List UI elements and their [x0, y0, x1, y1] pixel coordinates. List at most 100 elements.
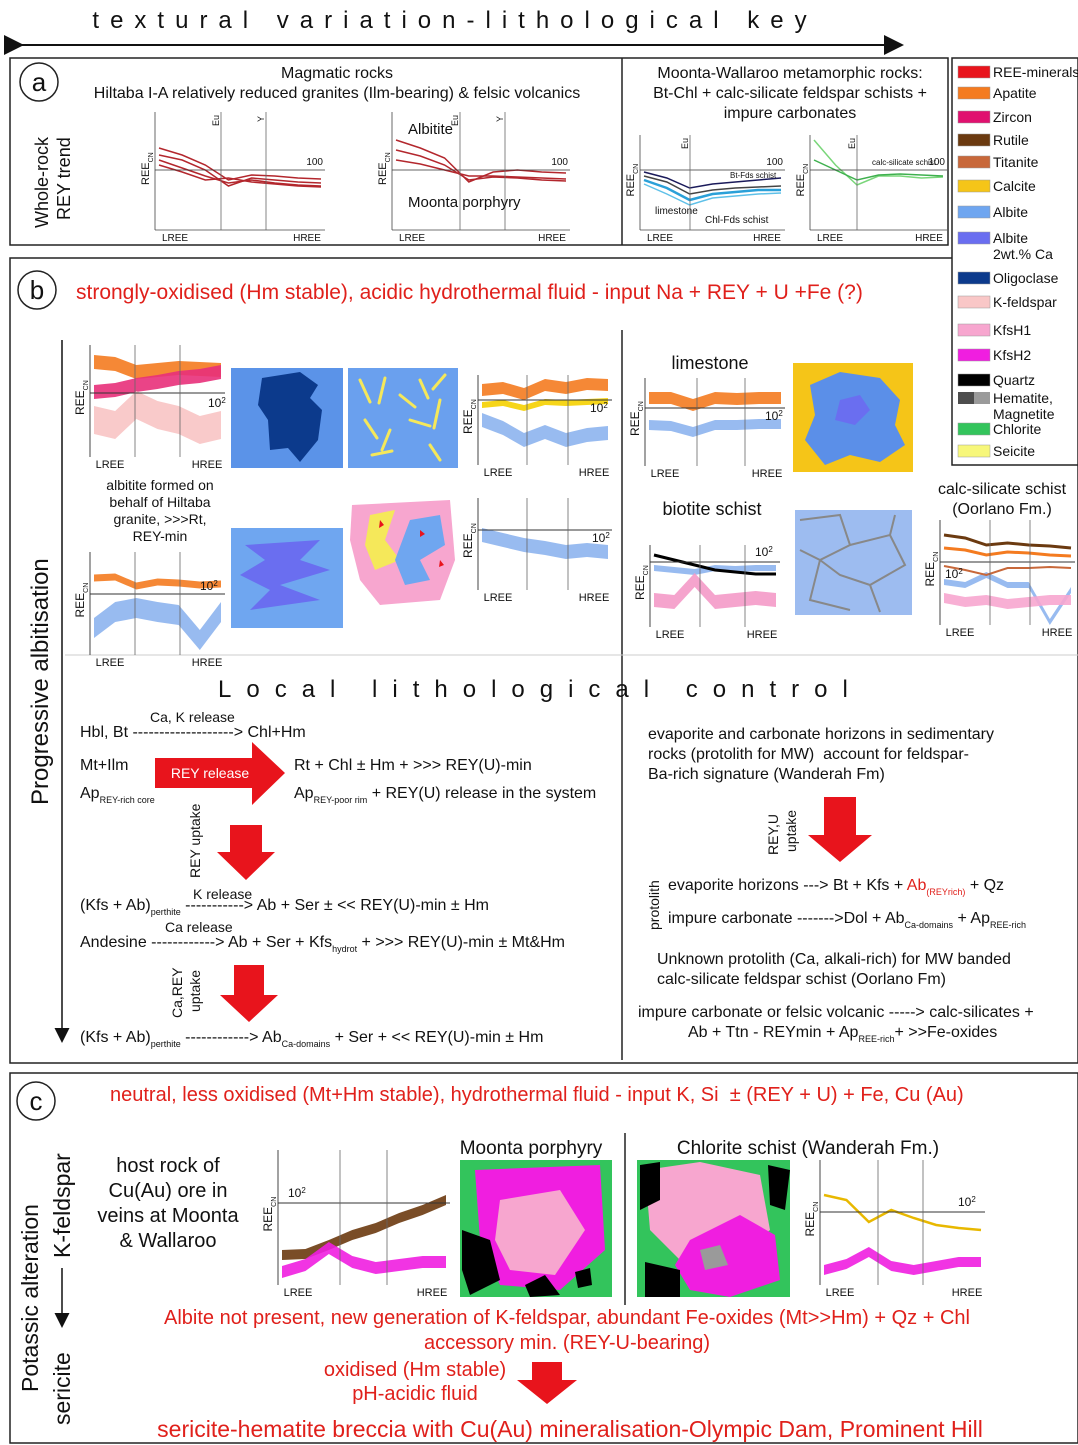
text-part: CN [633, 164, 640, 174]
axis-label: LREE [96, 459, 125, 471]
text-part: 10 [945, 567, 959, 581]
reaction: (Kfs + Ab)perthite -----------> Ab + Ser… [80, 897, 489, 917]
chart-label: calc-silicate schist [872, 158, 937, 167]
text-part: 2 [301, 1186, 306, 1195]
red-arrow [217, 825, 275, 880]
caption: host rock of [116, 1155, 220, 1177]
legend-label: Quartz [993, 372, 1035, 388]
text-part: CN [813, 1202, 820, 1212]
mini-chart: LREE HREE REECN 102 [73, 345, 226, 471]
mini-chart: LREEHREEREECN102 [461, 498, 612, 604]
text-part: 10 [200, 579, 214, 593]
mini-chart: LREEHREEREECN100EuBt-Fds schistlimestone… [625, 135, 785, 244]
legend-label: Rutile [993, 132, 1029, 148]
axis-label: REECN [461, 399, 478, 434]
text-part: REE [377, 162, 389, 185]
trend-band [944, 593, 1071, 609]
reference-label: 102 [755, 545, 773, 560]
reference-label: 102 [958, 1195, 976, 1210]
reference-label: 100 [766, 157, 783, 168]
text-part: 2 [221, 396, 226, 405]
mini-chart: LREEHREEREECN102 [628, 378, 785, 480]
paragraph: rocks (protolith for MW) account for fel… [648, 746, 969, 763]
text-part: 2 [778, 409, 783, 418]
text-part: CN [638, 401, 645, 411]
note: oxidised (Hm stable) [324, 1359, 506, 1381]
legend-swatch [958, 392, 974, 404]
reaction: Andesine ------------> Ab + Ser + Kfshyd… [80, 934, 565, 954]
text-part: 2 [768, 545, 773, 554]
section-letter: b [30, 275, 44, 305]
legend-label: Hematite, [993, 390, 1053, 406]
section-letter: c [30, 1086, 43, 1116]
caption: Moonta porphyry [460, 1138, 603, 1159]
caption: granite, >>>Rt, [113, 511, 206, 527]
reaction: Ab + Ttn - REYmin + ApREE-rich+ >>Fe-oxi… [688, 1024, 997, 1044]
text-part: 10 [208, 396, 222, 410]
axis-label: LREE [284, 1287, 313, 1299]
text-part: 10 [288, 1186, 302, 1200]
legend-swatch [958, 134, 990, 146]
red-arrow [220, 965, 278, 1022]
label: Ca release [165, 919, 233, 935]
label: Ca,REY [169, 967, 185, 1018]
paragraph: evaporite and carbonate horizons in sedi… [648, 726, 994, 743]
note: accessory min. (REY-U-bearing) [424, 1332, 710, 1354]
text-part: CN [471, 523, 478, 533]
reaction: (Kfs + Ab)perthite ------------> AbCa-do… [80, 1029, 543, 1049]
legend-label: Titanite [993, 154, 1039, 170]
axis-label: REECN [73, 380, 90, 415]
text-part: 10 [755, 545, 769, 559]
reference-label: 102 [208, 396, 226, 411]
reaction: Hbl, Bt -------------------> Chl+Hm [80, 724, 306, 741]
axis-label: HREE [1042, 627, 1073, 639]
label: uptake [783, 810, 799, 852]
legend-swatch [958, 206, 990, 218]
trend-band [649, 419, 781, 437]
anomaly-label: Eu [847, 138, 857, 149]
reference-label: 102 [945, 567, 963, 582]
figure: textural variation-lithological key a Wh… [0, 0, 1078, 1445]
axis-label: LREE [647, 233, 673, 244]
axis-label: REECN [73, 583, 90, 618]
side-label: REY trend [54, 137, 74, 220]
chart-label: limestone [655, 206, 698, 217]
text-part: CN [385, 152, 392, 162]
legend-swatch [958, 232, 990, 244]
legend-swatch [958, 180, 990, 192]
caption: veins at Moonta [97, 1205, 239, 1227]
text-part: REE [261, 1207, 275, 1232]
text-part: REE [803, 1212, 817, 1237]
reference-label: 102 [200, 579, 218, 594]
label: uptake [187, 970, 203, 1012]
mini-chart: LREEHREEREECN100EuY [140, 112, 325, 244]
text-part: REE [140, 162, 152, 185]
legend-label: Albite [993, 204, 1028, 220]
axis-label: HREE [293, 233, 321, 244]
paragraph: calc-silicate feldspar schist (Oorlano F… [657, 971, 946, 988]
text-part: REE [461, 533, 475, 558]
legend-label: Calcite [993, 178, 1036, 194]
axis-label: HREE [192, 459, 223, 471]
axis-label: REECN [377, 152, 392, 185]
mini-chart: LREEHREEREECN100Eucalc-silicate schist [795, 135, 947, 244]
axis-label: REECN [923, 552, 940, 587]
text-part: CN [643, 565, 650, 575]
text-part: REE [923, 562, 937, 587]
chart-label: Moonta porphyry [408, 194, 521, 211]
section-heading: strongly-oxidised (Hm stable), acidic hy… [76, 281, 863, 304]
axis-label: HREE [192, 657, 223, 669]
axis-label: LREE [484, 592, 513, 604]
axis-label: LREE [162, 233, 188, 244]
group-title: impure carbonates [724, 105, 857, 122]
legend-swatch [958, 445, 990, 457]
legend-label: K-feldspar [993, 294, 1057, 310]
axis-label: HREE [915, 233, 943, 244]
paragraph: Ba-rich signature (Wanderah Fm) [648, 766, 885, 783]
section-letter: a [32, 67, 47, 97]
reaction: Mt+Ilm [80, 757, 128, 774]
trend-band [282, 1195, 446, 1260]
red-arrow [808, 797, 872, 862]
legend-label: 2wt.% Ca [993, 246, 1053, 262]
